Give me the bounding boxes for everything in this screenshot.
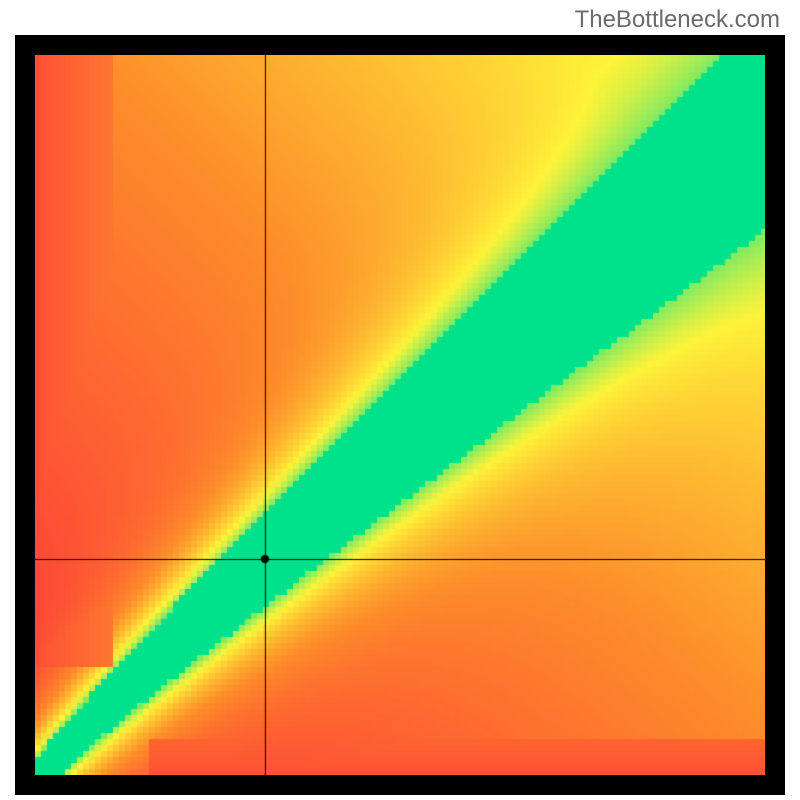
watermark-text: TheBottleneck.com	[575, 6, 780, 34]
chart-container: TheBottleneck.com	[0, 0, 800, 800]
chart-outer-frame	[15, 35, 785, 795]
heatmap-plot-area	[35, 55, 765, 775]
heatmap-canvas	[35, 55, 765, 775]
